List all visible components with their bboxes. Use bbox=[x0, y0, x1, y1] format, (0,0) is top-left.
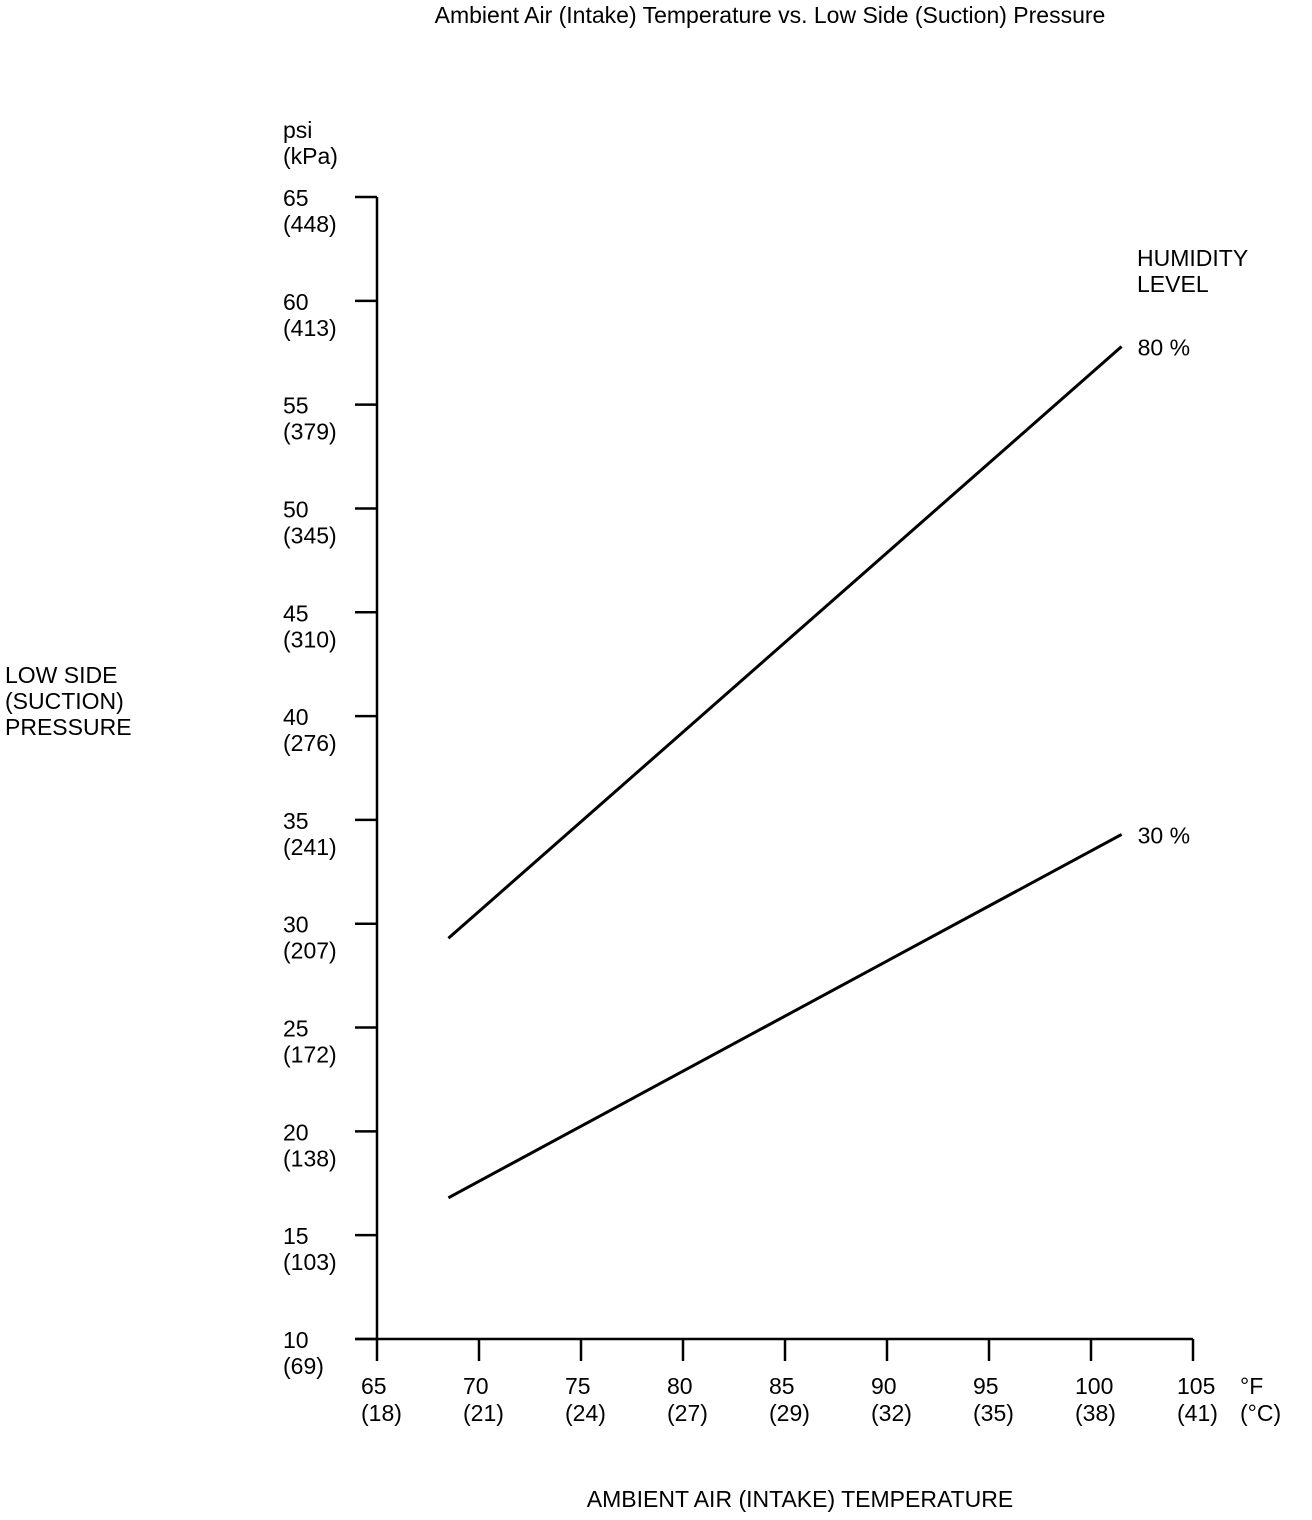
x-tick-label-alt: (41) bbox=[1177, 1400, 1218, 1426]
x-tick-label-alt: (32) bbox=[871, 1400, 912, 1426]
chart-title: Ambient Air (Intake) Temperature vs. Low… bbox=[435, 2, 1106, 28]
y-tick-label: 35 bbox=[283, 808, 309, 834]
y-tick-label: 55 bbox=[283, 393, 309, 419]
x-tick-label-alt: (29) bbox=[769, 1400, 810, 1426]
y-tick-label-alt: (345) bbox=[283, 522, 337, 548]
y-tick-label-alt: (241) bbox=[283, 834, 337, 860]
x-tick-label-alt: (18) bbox=[361, 1400, 402, 1426]
x-tick-label-alt: (21) bbox=[463, 1400, 504, 1426]
y-tick-label-alt: (310) bbox=[283, 626, 337, 652]
y-tick-label: 50 bbox=[283, 496, 309, 522]
y-tick-label: 65 bbox=[283, 185, 309, 211]
x-tick-label: 85 bbox=[769, 1373, 795, 1399]
y-axis-unit-alt: (kPa) bbox=[283, 143, 338, 169]
y-tick-label: 60 bbox=[283, 289, 309, 315]
x-tick-label-alt: (24) bbox=[565, 1400, 606, 1426]
y-tick-label: 10 bbox=[283, 1327, 309, 1353]
x-tick-label: 70 bbox=[463, 1373, 489, 1399]
x-tick-label-alt: (38) bbox=[1075, 1400, 1116, 1426]
y-tick-label: 20 bbox=[283, 1119, 309, 1145]
x-tick-label: 95 bbox=[973, 1373, 999, 1399]
y-tick-label-alt: (379) bbox=[283, 419, 337, 445]
y-tick-label: 40 bbox=[283, 704, 309, 730]
y-tick-label: 30 bbox=[283, 912, 309, 938]
x-tick-label-alt: (35) bbox=[973, 1400, 1014, 1426]
x-tick-label: 75 bbox=[565, 1373, 591, 1399]
y-tick-label-alt: (276) bbox=[283, 730, 337, 756]
x-tick-label: 65 bbox=[361, 1373, 387, 1399]
y-axis-label-line-3: PRESSURE bbox=[5, 714, 132, 740]
series-line bbox=[447, 833, 1123, 1200]
legend-title-line-1: HUMIDITY bbox=[1137, 245, 1248, 271]
y-tick-label-alt: (207) bbox=[283, 938, 337, 964]
x-axis-unit: °F bbox=[1240, 1373, 1263, 1399]
x-axis-ticks: 65(18)70(21)75(24)80(27)85(29)90(32)95(3… bbox=[361, 1339, 1218, 1426]
series-label: 30 % bbox=[1138, 822, 1190, 848]
y-tick-label-alt: (103) bbox=[283, 1249, 337, 1275]
x-tick-label: 105 bbox=[1177, 1373, 1215, 1399]
x-tick-label: 100 bbox=[1075, 1373, 1113, 1399]
y-tick-label-alt: (69) bbox=[283, 1353, 324, 1379]
y-axis-label-line-1: LOW SIDE bbox=[5, 662, 117, 688]
y-axis-unit: psi bbox=[283, 117, 312, 143]
y-tick-label: 15 bbox=[283, 1223, 309, 1249]
x-tick-label: 80 bbox=[667, 1373, 693, 1399]
y-tick-label: 45 bbox=[283, 600, 309, 626]
x-tick-label: 90 bbox=[871, 1373, 897, 1399]
x-tick-label-alt: (27) bbox=[667, 1400, 708, 1426]
y-axis-ticks: 10(69) 15(103) 20(138) 25(172) 30(207) 35(241… bbox=[283, 185, 377, 1379]
x-axis-unit-alt: (°C) bbox=[1240, 1400, 1281, 1426]
y-tick-label-alt: (448) bbox=[283, 211, 337, 237]
y-tick-label-alt: (172) bbox=[283, 1042, 337, 1068]
y-tick-label-alt: (138) bbox=[283, 1145, 337, 1171]
y-axis-label-line-2: (SUCTION) bbox=[5, 688, 124, 714]
x-axis-label: AMBIENT AIR (INTAKE) TEMPERATURE bbox=[587, 1486, 1013, 1512]
series-line bbox=[447, 345, 1123, 940]
y-axis-label: LOW SIDE (SUCTION) PRESSURE bbox=[5, 662, 132, 740]
y-tick-label: 25 bbox=[283, 1016, 309, 1042]
y-tick-label-alt: (413) bbox=[283, 315, 337, 341]
series-lines: 80 % 30 % bbox=[447, 334, 1190, 1200]
legend-title: HUMIDITY LEVEL bbox=[1137, 245, 1248, 297]
legend-title-line-2: LEVEL bbox=[1137, 271, 1209, 297]
series-label: 80 % bbox=[1138, 334, 1190, 360]
